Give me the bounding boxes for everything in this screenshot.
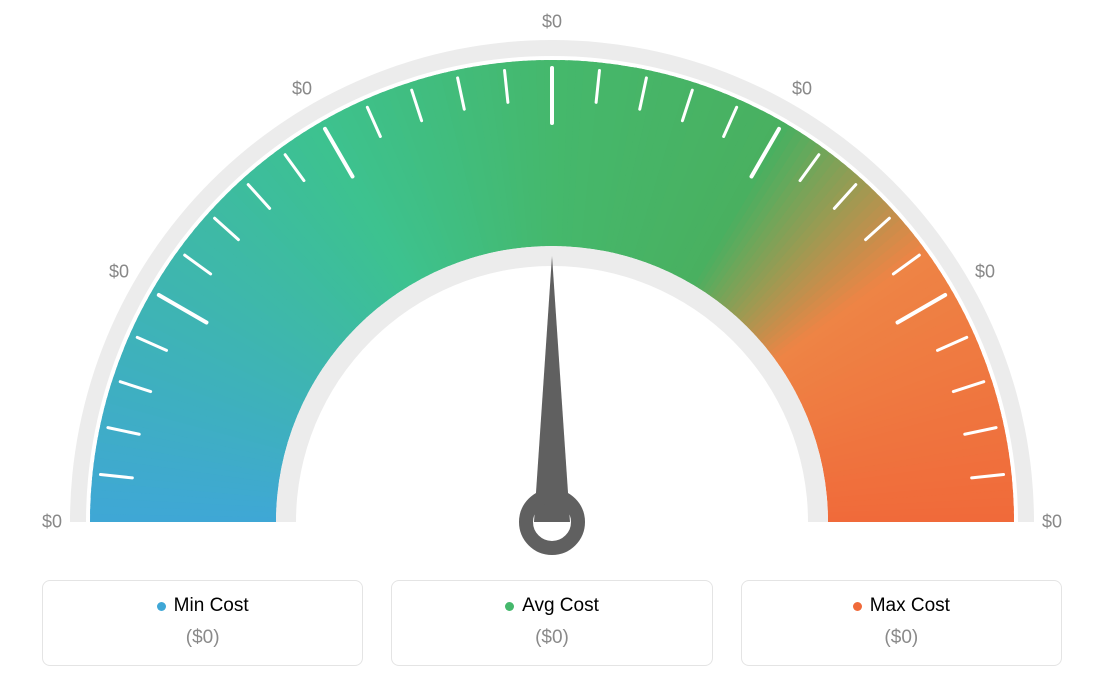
gauge-scale-label: $0	[1042, 512, 1062, 533]
legend-card-avg: Avg Cost ($0)	[391, 580, 712, 666]
legend-value-min: ($0)	[53, 627, 352, 649]
legend-label-max: Max Cost	[870, 595, 950, 617]
legend-title-avg: Avg Cost	[505, 595, 599, 617]
legend-label-min: Min Cost	[174, 595, 249, 617]
gauge-scale-label: $0	[542, 12, 562, 33]
gauge-svg	[0, 0, 1104, 580]
cost-gauge-widget: $0 $0 $0 $0 $0 $0 $0 Min Cost ($0) Avg Cost ($…	[0, 0, 1104, 690]
gauge-area: $0 $0 $0 $0 $0 $0 $0	[0, 0, 1104, 580]
gauge-scale-label: $0	[109, 262, 129, 283]
legend-card-min: Min Cost ($0)	[42, 580, 363, 666]
legend-value-max: ($0)	[752, 627, 1051, 649]
gauge-scale-label: $0	[42, 512, 62, 533]
gauge-scale-label: $0	[975, 262, 995, 283]
legend-dot-min	[157, 602, 166, 611]
gauge-scale-label: $0	[792, 78, 812, 99]
legend-label-avg: Avg Cost	[522, 595, 599, 617]
legend-card-max: Max Cost ($0)	[741, 580, 1062, 666]
legend-dot-max	[853, 602, 862, 611]
legend-title-min: Min Cost	[157, 595, 249, 617]
gauge-needle	[526, 256, 578, 548]
legend-title-max: Max Cost	[853, 595, 950, 617]
legend-row: Min Cost ($0) Avg Cost ($0) Max Cost ($0…	[42, 580, 1062, 666]
gauge-scale-label: $0	[292, 78, 312, 99]
legend-dot-avg	[505, 602, 514, 611]
legend-value-avg: ($0)	[402, 627, 701, 649]
